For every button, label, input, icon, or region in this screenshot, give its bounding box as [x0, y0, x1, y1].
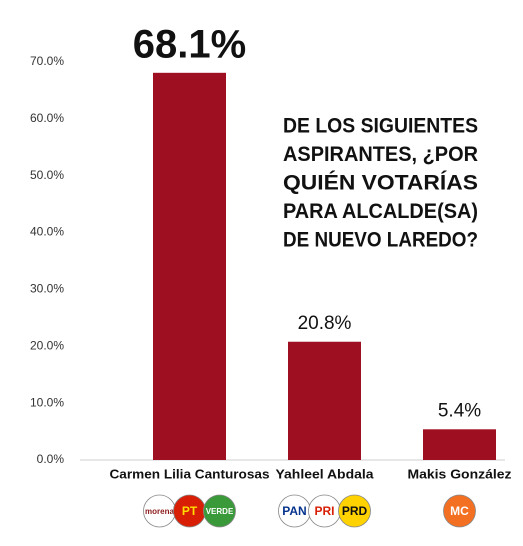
y-tick-label: 70.0% — [30, 54, 64, 68]
party-logo-text: MC — [450, 504, 469, 518]
party-logo-text: morena — [145, 507, 174, 516]
bar — [153, 72, 226, 460]
party-logo-text: PRD — [342, 504, 368, 518]
y-tick-label: 40.0% — [30, 225, 64, 239]
y-tick-label: 20.0% — [30, 338, 64, 352]
x-tick-label: Yahleel Abdala — [276, 466, 375, 481]
party-logo-text: PAN — [282, 504, 306, 518]
y-tick-label: 0.0% — [37, 452, 65, 466]
chart-title: ASPIRANTES, ¿POR — [283, 143, 478, 166]
bar — [288, 341, 361, 460]
chart-title: PARA ALCALDE(SA) — [283, 200, 478, 223]
bar — [423, 429, 496, 460]
value-label: 5.4% — [438, 400, 481, 421]
party-logo-text: PT — [182, 504, 198, 518]
y-tick-label: 10.0% — [30, 395, 64, 409]
y-tick-label: 30.0% — [30, 282, 64, 296]
x-tick-label: Carmen Lilia Canturosas — [110, 466, 270, 481]
chart-title: DE NUEVO LAREDO? — [283, 229, 478, 252]
y-tick-label: 50.0% — [30, 168, 64, 182]
x-tick-label: Makis González — [408, 466, 513, 481]
chart-title: DE LOS SIGUIENTES — [283, 115, 478, 138]
value-label: 68.1% — [133, 22, 246, 66]
party-logo — [443, 494, 476, 528]
chart-title: QUIÉN VOTARÍAS — [283, 172, 478, 195]
party-logo — [203, 494, 236, 528]
party-logo-text: PRI — [314, 504, 334, 518]
party-logo — [338, 494, 371, 528]
value-label: 20.8% — [298, 313, 352, 334]
y-tick-label: 60.0% — [30, 111, 64, 125]
party-logo-text: VERDE — [206, 507, 234, 516]
